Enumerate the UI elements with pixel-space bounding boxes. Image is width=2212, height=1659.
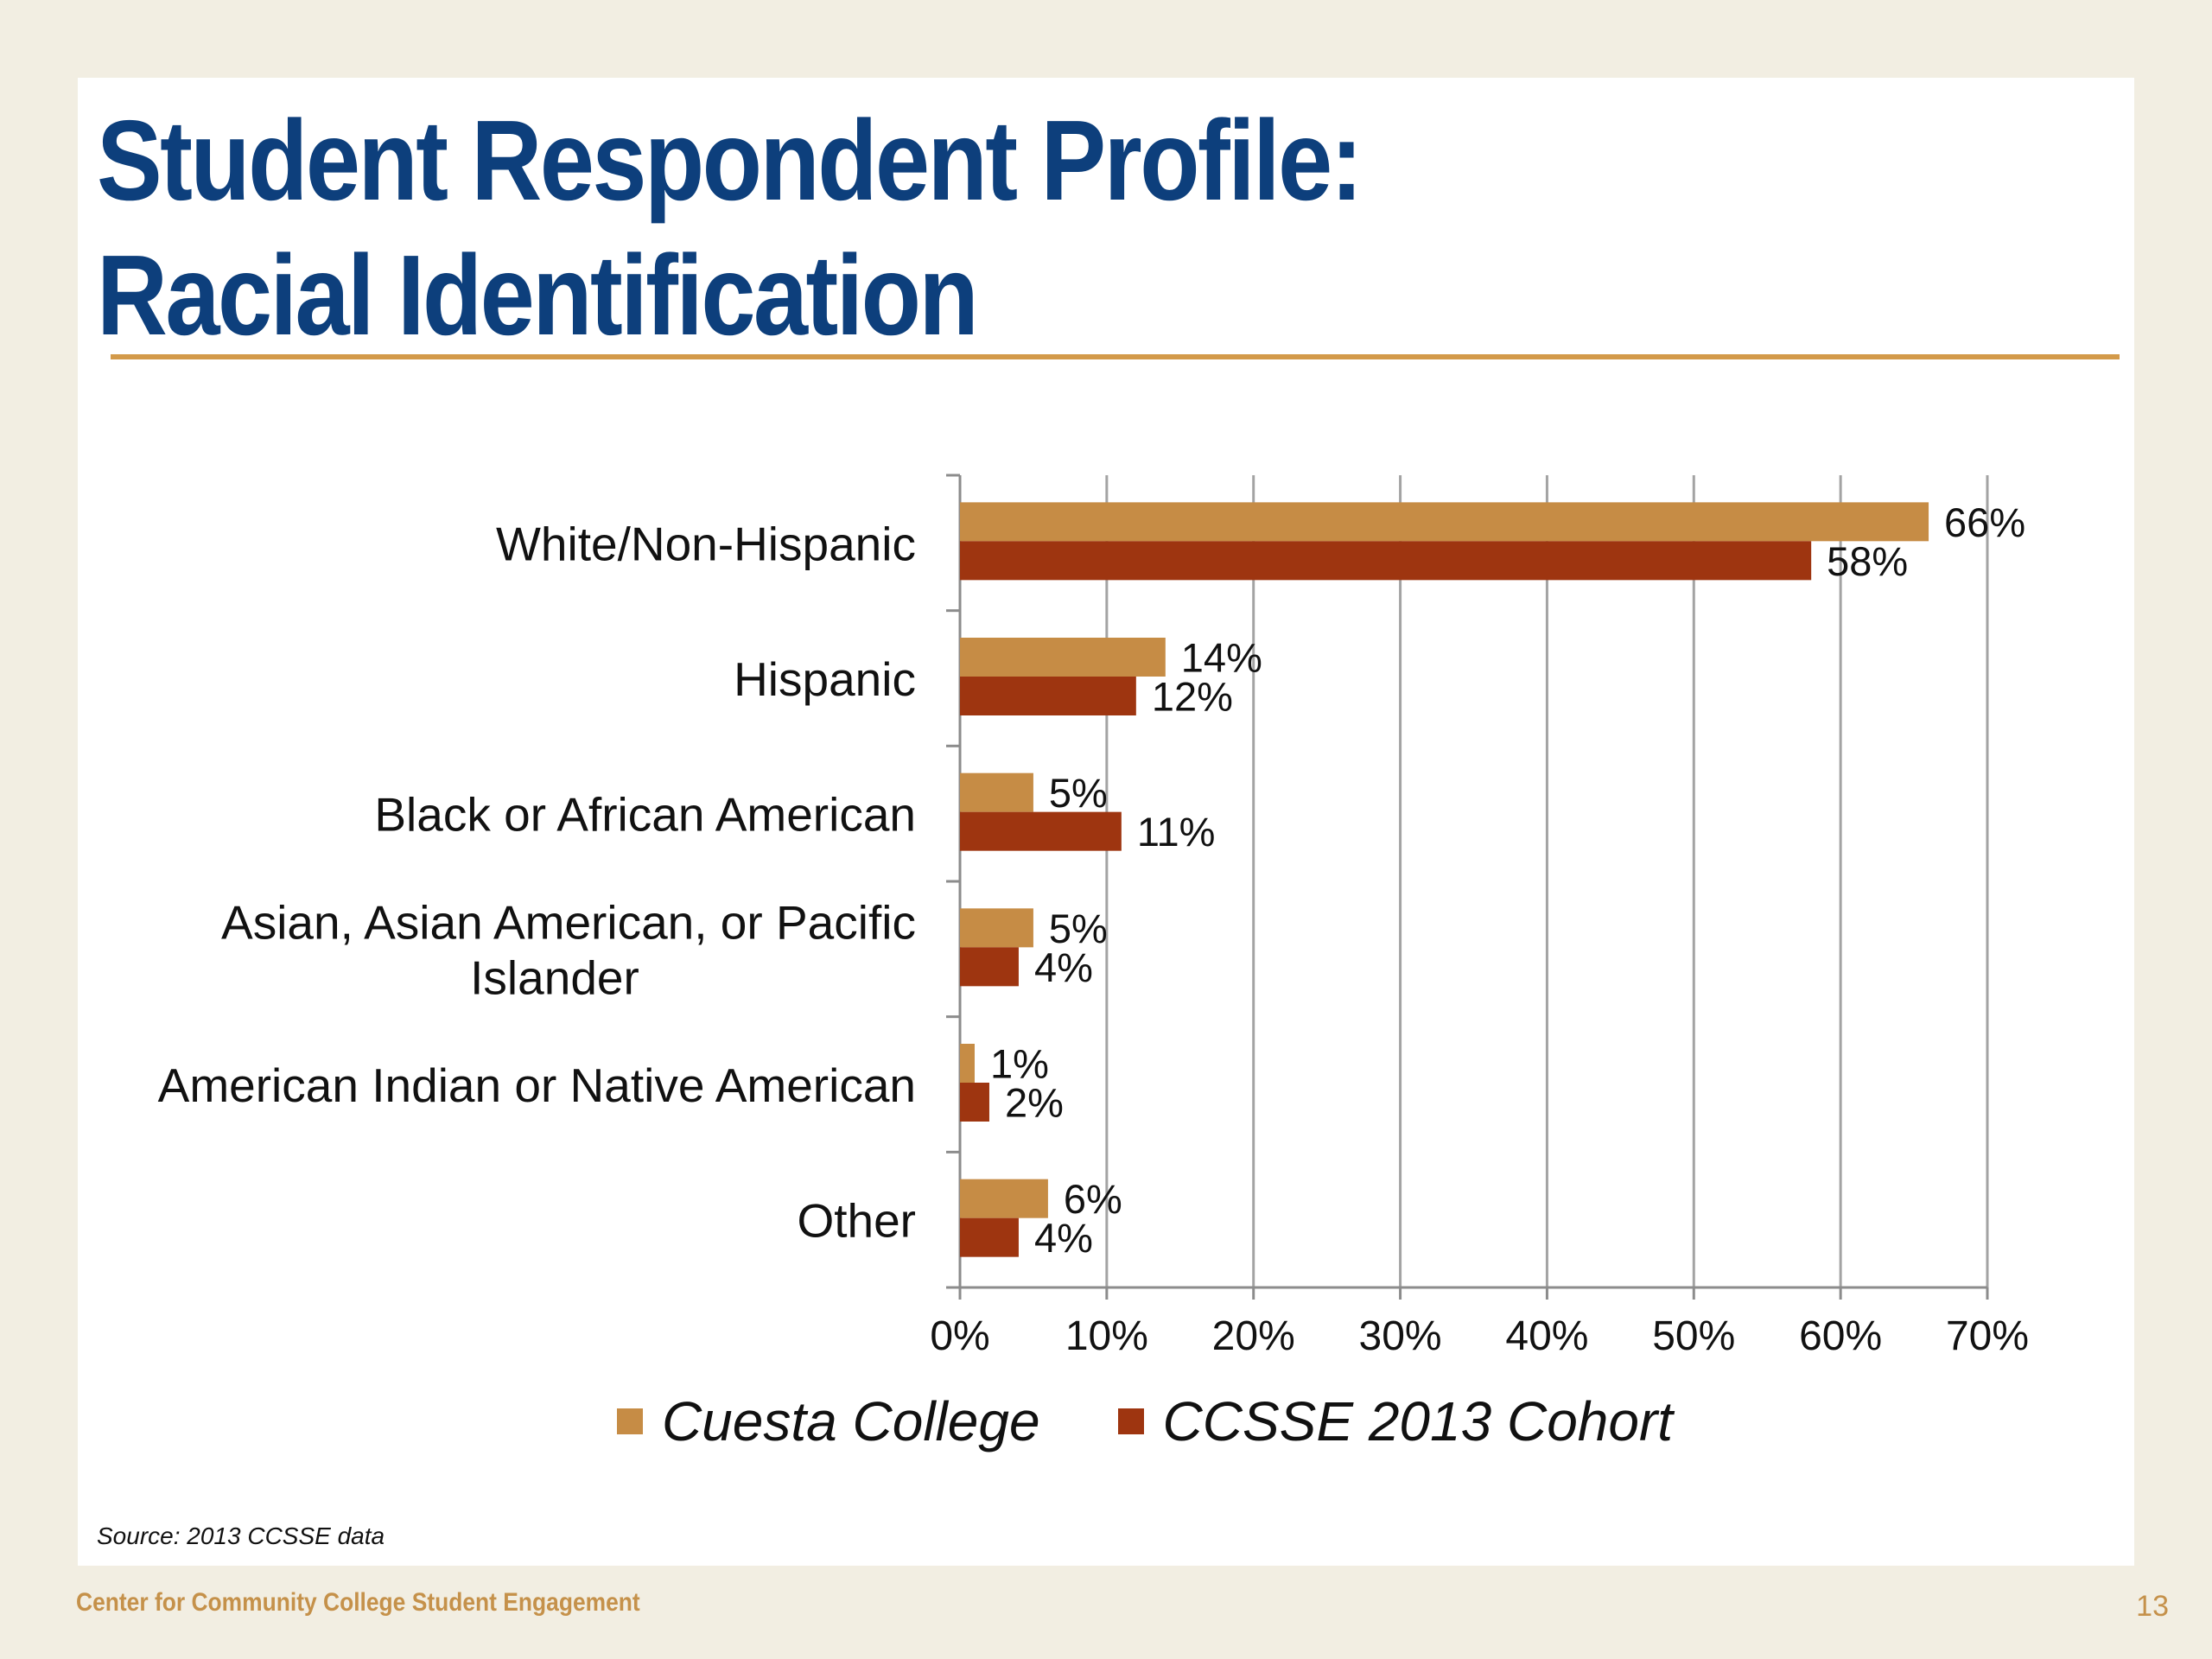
x-tick-label: 40%: [1505, 1313, 1588, 1359]
data-label: 66%: [1944, 499, 2025, 545]
source-note: Source: 2013 CCSSE data: [97, 1522, 385, 1549]
bar: [960, 1083, 989, 1122]
bar: [960, 772, 1033, 812]
legend-label-cuesta: Cuesta College: [661, 1390, 1040, 1452]
x-tick-label: 10%: [1065, 1313, 1148, 1359]
data-label: 58%: [1827, 538, 1908, 584]
data-label: 12%: [1152, 674, 1233, 720]
bar: [960, 541, 1812, 581]
legend-swatch-cuesta: [616, 1408, 643, 1434]
bar: [960, 1217, 1019, 1257]
page-number: 13: [2136, 1590, 2169, 1623]
legend-item-ccsse: CCSSE 2013 Cohort: [1117, 1389, 1674, 1453]
legend-swatch-ccsse: [1117, 1408, 1144, 1434]
legend-label-ccsse: CCSSE 2013 Cohort: [1162, 1390, 1674, 1452]
title-line-2: Racial Identification: [97, 232, 979, 359]
footer-organization: Center for Community College Student Eng…: [76, 1588, 640, 1617]
bar: [960, 947, 1019, 987]
legend-item-cuesta: Cuesta College: [616, 1389, 1040, 1453]
x-tick-label: 30%: [1359, 1313, 1442, 1359]
category-label: American Indian or Native American: [158, 1058, 916, 1112]
category-label: Asian, Asian American, or Pacific: [221, 895, 916, 949]
x-tick-label: 50%: [1652, 1313, 1735, 1359]
bar: [960, 502, 1929, 542]
bar: [960, 1044, 975, 1083]
bar: [960, 811, 1122, 851]
category-label: Islander: [470, 950, 639, 1004]
data-label: 4%: [1034, 944, 1093, 990]
chart-legend: Cuesta College CCSSE 2013 Cohort: [0, 1389, 2212, 1453]
bar: [960, 1179, 1048, 1218]
slide-title: Student Respondent Profile: Racial Ident…: [97, 93, 1363, 363]
data-label: 11%: [1137, 809, 1216, 855]
data-label: 5%: [1049, 770, 1108, 816]
data-label: 14%: [1181, 635, 1262, 681]
category-label: Hispanic: [734, 652, 916, 706]
data-label: 5%: [1049, 906, 1108, 951]
bar: [960, 677, 1136, 715]
x-tick-label: 70%: [1946, 1313, 2029, 1359]
x-tick-label: 0%: [930, 1313, 989, 1359]
data-label: 2%: [1005, 1080, 1064, 1126]
title-underline: [111, 354, 2120, 359]
x-tick-label: 20%: [1212, 1313, 1295, 1359]
category-label: White/Non-Hispanic: [496, 517, 916, 570]
data-label: 6%: [1064, 1176, 1122, 1222]
bar: [960, 908, 1033, 948]
data-label: 1%: [990, 1041, 1049, 1087]
category-label: Black or African American: [374, 788, 916, 842]
x-tick-label: 60%: [1799, 1313, 1882, 1359]
data-label: 4%: [1034, 1215, 1093, 1261]
category-label: Other: [797, 1194, 916, 1248]
bar: [960, 638, 1166, 677]
title-line-1: Student Respondent Profile:: [97, 97, 1363, 224]
